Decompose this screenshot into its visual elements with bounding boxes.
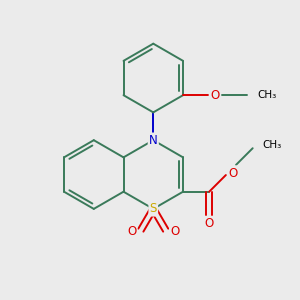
Text: CH₃: CH₃ [257,90,277,100]
Text: O: O [127,225,136,238]
Text: O: O [170,225,179,238]
Text: O: O [210,89,219,102]
Text: O: O [205,217,214,230]
Text: O: O [228,167,238,180]
Text: N: N [149,134,158,147]
Text: S: S [150,202,157,215]
Text: CH₃: CH₃ [262,140,282,150]
